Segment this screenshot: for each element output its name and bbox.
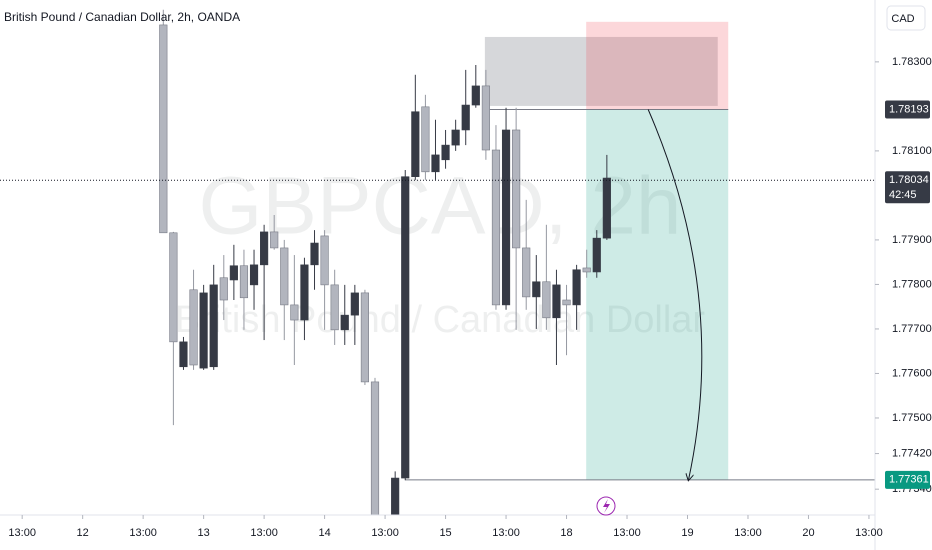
candle-body: [451, 129, 460, 146]
chart-title: British Pound / Canadian Dollar, 2h, OAN…: [4, 10, 240, 24]
x-tick-label: 13:00: [8, 527, 36, 539]
price-label-box: [885, 100, 930, 119]
zone-box: [484, 36, 718, 106]
price-label: 1.77361: [889, 474, 929, 486]
candle-body: [320, 235, 329, 286]
x-tick-label: 13:00: [492, 527, 520, 539]
candle-body: [522, 247, 531, 298]
candle-body: [239, 265, 249, 299]
candle-body: [512, 129, 521, 249]
watermark-name: British Pound / Canadian Dollar: [175, 299, 706, 341]
y-tick-label: 1.77600: [892, 367, 932, 379]
candle-body: [532, 281, 541, 298]
y-tick-label: 1.77700: [892, 323, 932, 335]
candle-body: [471, 85, 480, 106]
candle-body: [401, 176, 410, 479]
target-zone: [586, 109, 729, 480]
x-tick-label: 19: [681, 527, 693, 539]
x-tick-label: 13:00: [371, 527, 399, 539]
candle-body: [441, 144, 450, 161]
candle-body: [169, 232, 178, 343]
x-tick-label: 13:00: [129, 527, 157, 539]
candle-body: [219, 277, 228, 301]
candle-body: [572, 269, 581, 306]
y-tick-label: 1.78300: [892, 56, 932, 68]
candle-body: [159, 24, 168, 234]
candle-body: [552, 284, 561, 319]
candle-body: [501, 129, 511, 306]
candle-body: [229, 265, 238, 281]
event-bolt: [603, 499, 610, 513]
plot-area: [159, 9, 875, 515]
candle-body: [310, 242, 319, 266]
x-tick-label: 14: [318, 527, 330, 539]
y-tick-label: 1.78100: [892, 145, 932, 157]
candle-body: [461, 104, 470, 131]
price-label-box: [885, 470, 930, 489]
candle-body: [481, 85, 490, 151]
watermark: GBPCAD, 2h British Pound / Canadian Doll…: [175, 161, 706, 341]
candle-body: [542, 281, 551, 319]
stop-zone: [586, 21, 729, 110]
candle-body: [411, 111, 420, 178]
y-tick-label: 1.77900: [892, 234, 932, 246]
event-icon[interactable]: [596, 496, 616, 516]
candle-body: [340, 314, 349, 331]
candle-body: [270, 231, 279, 249]
candle-body: [330, 284, 339, 331]
candle-body: [562, 299, 571, 306]
candle-body: [260, 231, 269, 266]
candle-body: [179, 341, 188, 368]
x-tick-label: 13: [198, 527, 210, 539]
candle-body: [350, 292, 359, 316]
x-tick-label: 12: [77, 527, 89, 539]
candle-body: [421, 106, 430, 173]
x-tick-label: 13:00: [734, 527, 762, 539]
candle-body: [370, 381, 380, 515]
x-tick-label: 20: [802, 527, 814, 539]
countdown: 42:45: [889, 189, 917, 201]
price-label: 1.78193: [889, 103, 929, 115]
arrow: [647, 109, 703, 479]
candle-body: [290, 304, 299, 321]
price-label: 1.78034: [889, 174, 929, 186]
currency-label: CAD: [891, 13, 914, 25]
candle-body: [431, 154, 440, 173]
candle-body: [300, 264, 309, 321]
candle-body: [592, 237, 601, 273]
candle-body: [491, 149, 501, 306]
x-tick-label: 13:00: [613, 527, 641, 539]
candle-body: [602, 177, 611, 239]
price-label-box: [885, 171, 930, 204]
y-tick-label: 1.77420: [892, 447, 932, 459]
x-tick-label: 13:00: [250, 527, 278, 539]
candle-body: [280, 247, 289, 306]
currency-button[interactable]: [886, 5, 926, 31]
x-tick-label: 18: [560, 527, 572, 539]
candle-body: [360, 292, 369, 383]
candle-body: [209, 284, 218, 368]
candle-body: [199, 292, 208, 369]
candle-body: [249, 264, 259, 286]
watermark-symbol: GBPCAD, 2h: [198, 161, 681, 252]
y-tick-label: 1.77800: [892, 278, 932, 290]
y-tick-label: 1.77500: [892, 412, 932, 424]
x-tick-label: 15: [439, 527, 451, 539]
candle-body: [189, 289, 198, 366]
candle-body: [391, 477, 400, 515]
candle-body: [582, 267, 591, 273]
x-tick-label: 13:00: [855, 527, 883, 539]
